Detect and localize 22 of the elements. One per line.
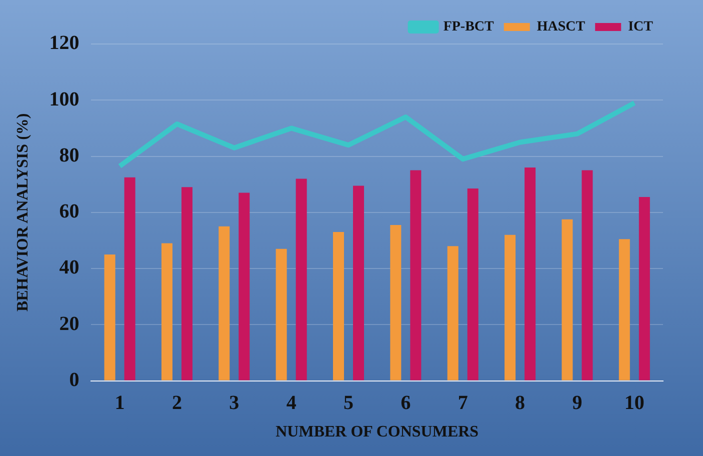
legend-label: ICT: [628, 20, 654, 35]
x-tick-label: 6: [400, 392, 411, 414]
x-tick-label: 10: [624, 392, 644, 414]
y-tick-label: 120: [49, 32, 80, 54]
y-axis-title: BEHAVIOR ANALYSIS (%): [14, 113, 32, 312]
x-axis-title: NUMBER OF CONSUMERS: [276, 424, 479, 441]
y-tick-label: 20: [59, 312, 80, 335]
y-tick-label: 0: [69, 368, 80, 391]
x-tick-label: 2: [172, 392, 182, 414]
y-tick-label: 80: [59, 144, 80, 166]
x-tick-label: 1: [114, 392, 125, 414]
x-tick-label: 5: [344, 392, 354, 414]
legend-label: FP-BCT: [443, 20, 495, 35]
x-tick-label: 4: [286, 392, 296, 414]
y-tick-label: 100: [49, 88, 80, 110]
x-tick-label: 9: [572, 392, 582, 414]
legend-label: HASCT: [536, 20, 586, 35]
y-tick-label: 40: [59, 256, 80, 279]
x-tick-label: 8: [515, 392, 526, 414]
y-tick-label: 60: [59, 200, 80, 223]
x-tick-label: 3: [229, 392, 240, 414]
x-tick-label: 7: [458, 392, 468, 414]
